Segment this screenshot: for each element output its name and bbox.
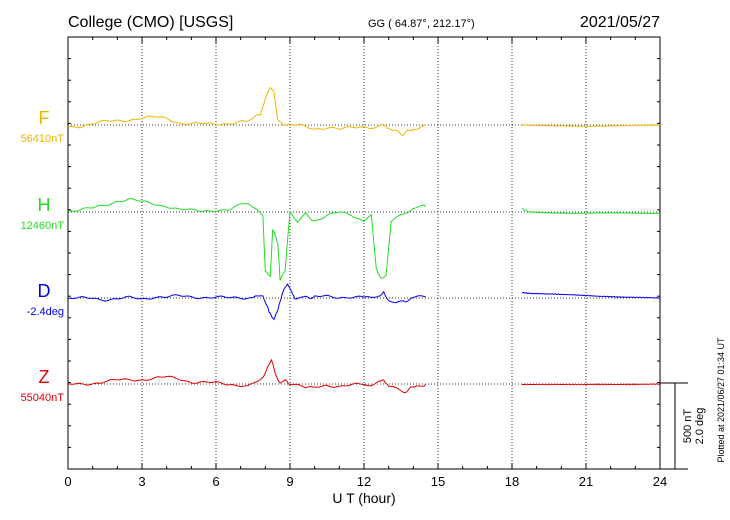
x-tick-label-6: 6: [212, 474, 219, 489]
x-tick-label-12: 12: [357, 474, 371, 489]
channel-letter-D: D: [38, 281, 51, 301]
x-axis-ticks: 0 3 6 9 12 15 18 21 24: [64, 37, 667, 489]
series-line-Z-2: [521, 383, 661, 386]
x-tick-label-3: 3: [138, 474, 145, 489]
series-line-D-2: [521, 291, 661, 299]
scale-deg-label: 2.0 deg: [694, 408, 706, 445]
chart-date: 2021/05/27: [580, 14, 660, 31]
channel-labels: F 56410nT H 12460nT D -2.4deg Z 55040nT: [21, 108, 65, 404]
channel-letter-Z: Z: [39, 367, 50, 387]
x-axis-label: U T (hour): [332, 490, 395, 506]
station-title: College (CMO) [USGS]: [68, 14, 233, 31]
scale-bar: 500 nT 2.0 deg: [660, 382, 706, 470]
series-lines: [67, 86, 661, 394]
channel-baseline-Z: 55040nT: [21, 392, 65, 404]
series-line-D-1: [68, 283, 426, 321]
x-tick-label-18: 18: [505, 474, 519, 489]
series-line-F-1: [67, 86, 426, 136]
series-line-F-2: [521, 124, 661, 128]
station-coords: GG ( 64.87°, 212.17°): [368, 18, 475, 30]
channel-baseline-D: -2.4deg: [27, 306, 64, 318]
x-tick-label-9: 9: [286, 474, 293, 489]
series-line-H-2: [521, 208, 660, 215]
grid-lines: [141, 37, 587, 469]
plotted-timestamp: Plotted at 2021/06/27 01:34 UT: [716, 337, 726, 463]
series-line-H-1: [67, 197, 427, 281]
channel-baseline-H: 12460nT: [21, 220, 65, 232]
x-tick-label-0: 0: [64, 474, 71, 489]
x-tick-label-21: 21: [579, 474, 593, 489]
scale-nt-label: 500 nT: [682, 409, 694, 444]
series-line-Z-1: [67, 358, 427, 394]
channel-baseline-F: 56410nT: [21, 133, 65, 145]
channel-letter-H: H: [38, 195, 51, 215]
x-tick-label-15: 15: [431, 474, 445, 489]
channel-letter-F: F: [39, 108, 50, 128]
x-tick-label-24: 24: [653, 474, 667, 489]
